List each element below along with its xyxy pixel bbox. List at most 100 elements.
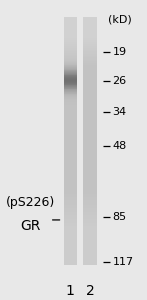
Bar [64,236,77,237]
Bar [83,99,97,100]
Bar [64,53,77,54]
Bar [83,65,97,67]
Bar [83,41,97,43]
Bar [64,209,77,210]
Bar [64,138,77,140]
Bar [64,62,77,63]
Bar [83,206,97,207]
Bar [64,127,77,128]
Bar [64,226,77,227]
Bar [83,124,97,125]
Bar [83,256,97,257]
Bar [83,26,97,27]
Bar [83,248,97,250]
Bar [64,259,77,260]
Bar [83,117,97,118]
Bar [83,76,97,77]
Bar [64,137,77,139]
Bar [64,75,77,76]
Bar [64,81,77,82]
Bar [83,237,97,238]
Bar [83,175,97,176]
Bar [83,113,97,115]
Text: (kD): (kD) [108,15,132,25]
Bar [64,263,77,264]
Bar [83,107,97,108]
Bar [64,69,77,70]
Bar [83,199,97,200]
Bar [64,233,77,235]
Bar [64,183,77,184]
Bar [83,224,97,226]
Bar [83,254,97,255]
Bar [83,169,97,170]
Bar [64,204,77,205]
Bar [83,168,97,169]
Bar [64,264,77,265]
Bar [64,256,77,257]
Bar [64,140,77,141]
Bar [64,123,77,124]
Bar [83,64,97,65]
Bar [83,106,97,107]
Bar [64,260,77,261]
Bar [64,142,77,144]
Bar [83,218,97,219]
Bar [83,24,97,25]
Bar [83,140,97,141]
Bar [83,241,97,242]
Bar [83,182,97,183]
Bar [64,121,77,122]
Bar [83,185,97,187]
Bar [83,75,97,76]
Bar [83,233,97,234]
Bar [64,137,77,138]
Bar [64,228,77,229]
Bar [64,165,77,166]
Bar [83,225,97,226]
Bar [83,132,97,133]
Bar [83,86,97,87]
Bar [64,17,77,19]
Bar [64,191,77,192]
Bar [64,227,77,228]
Bar [83,161,97,162]
Bar [64,200,77,202]
Bar [83,224,97,225]
Bar [64,141,77,142]
Bar [64,154,77,155]
Bar [64,103,77,104]
Bar [64,216,77,217]
Bar [64,163,77,164]
Bar [64,105,77,106]
Bar [83,56,97,57]
Bar [83,185,97,186]
Bar [64,242,77,243]
Bar [64,249,77,250]
Text: 26: 26 [112,76,127,85]
Bar [83,25,97,26]
Bar [64,199,77,200]
Bar [83,188,97,189]
Bar [83,95,97,96]
Bar [64,92,77,93]
Bar [64,250,77,251]
Bar [64,179,77,180]
Bar [83,257,97,258]
Bar [83,80,97,81]
Bar [83,30,97,31]
Bar [83,198,97,199]
Bar [83,243,97,244]
Bar [83,212,97,213]
Bar [64,176,77,178]
Bar [83,167,97,168]
Bar [64,225,77,226]
Bar [83,196,97,197]
Bar [64,108,77,109]
Bar [64,83,77,84]
Bar [64,240,77,241]
Bar [64,143,77,144]
Bar [64,51,77,52]
Bar [64,130,77,131]
Bar [64,46,77,47]
